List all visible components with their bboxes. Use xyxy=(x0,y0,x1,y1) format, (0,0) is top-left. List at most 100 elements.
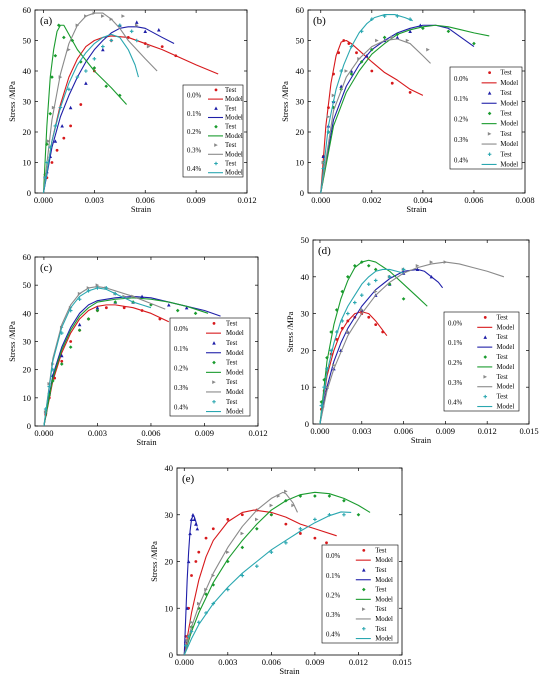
model-curve-0.4% xyxy=(320,14,413,193)
legend-model-label: Model xyxy=(497,384,515,391)
y-tick-label: 60 xyxy=(23,5,32,15)
test-point-0.0% xyxy=(332,72,335,76)
test-point-0.0% xyxy=(240,513,244,517)
legend-series-name: 0.3% xyxy=(448,380,462,387)
test-point-0.4% xyxy=(319,403,324,408)
test-point-0.1% xyxy=(185,606,189,610)
legend-test-label: Test xyxy=(226,320,237,327)
test-point-0.1% xyxy=(321,154,326,159)
legend-model-label: Model xyxy=(225,115,243,122)
legend-test-marker xyxy=(488,71,491,75)
test-point-0.3% xyxy=(284,489,288,494)
test-point-0.1% xyxy=(59,353,64,358)
test-point-0.2% xyxy=(56,23,61,28)
model-curve-0.1% xyxy=(42,26,175,193)
test-point-0.2% xyxy=(340,289,345,294)
test-point-0.4% xyxy=(101,44,105,49)
test-point-0.3% xyxy=(146,44,151,49)
test-point-0.0% xyxy=(197,550,201,554)
test-point-0.3% xyxy=(443,260,448,264)
plot-area xyxy=(320,14,490,193)
test-point-0.4% xyxy=(284,541,288,545)
test-point-0.2% xyxy=(349,72,354,76)
test-point-0.1% xyxy=(408,29,412,33)
test-point-0.4% xyxy=(359,293,364,297)
test-point-0.0% xyxy=(55,148,59,152)
test-point-0.4% xyxy=(75,75,80,79)
legend-model-label: Model xyxy=(375,557,393,564)
model-curve-0.3% xyxy=(43,286,166,426)
test-point-0.2% xyxy=(196,606,201,611)
legend-test-marker xyxy=(483,375,488,379)
test-point-0.0% xyxy=(194,560,198,563)
test-point-0.3% xyxy=(390,35,395,40)
test-point-0.4% xyxy=(67,87,71,92)
test-point-0.0% xyxy=(346,319,350,323)
test-point-0.4% xyxy=(322,385,326,389)
panel-label: (d) xyxy=(318,245,331,257)
legend-model-label: Model xyxy=(226,350,244,357)
test-point-0.2% xyxy=(68,345,73,349)
test-point-0.3% xyxy=(75,23,80,28)
y-tick-label: 10 xyxy=(23,158,32,168)
y-tick-label: 0 xyxy=(27,188,31,198)
test-point-0.3% xyxy=(373,289,378,294)
test-point-0.4% xyxy=(118,23,122,28)
plot-area xyxy=(183,489,371,655)
legend-model-label: Model xyxy=(226,389,244,396)
test-point-0.2% xyxy=(51,379,55,383)
y-tick-label: 60 xyxy=(23,252,32,262)
test-point-0.0% xyxy=(327,106,330,109)
legend-box xyxy=(182,84,244,178)
legend: 0.0% Test Model 0.1% Test Model 0.2% Test Model 0… xyxy=(321,544,399,644)
legend-series-name: 0.3% xyxy=(174,385,188,392)
x-tick-label: 0.003 xyxy=(218,657,237,667)
test-point-0.1% xyxy=(53,139,58,143)
test-point-0.4% xyxy=(346,311,350,316)
test-point-0.4% xyxy=(43,407,48,411)
x-tick-label: 0.006 xyxy=(394,426,413,436)
test-point-0.4% xyxy=(59,331,64,335)
test-point-0.4% xyxy=(401,267,406,272)
test-point-0.1% xyxy=(95,305,100,310)
test-point-0.1% xyxy=(140,294,144,299)
legend-test-label: Test xyxy=(500,110,511,117)
test-point-0.3% xyxy=(109,17,114,21)
legend-series-name: 0.4% xyxy=(174,405,188,412)
y-tick-label: 50 xyxy=(301,235,310,245)
y-axis-label: Stress /MPa xyxy=(285,311,295,352)
test-point-0.1% xyxy=(77,322,82,327)
test-point-0.2% xyxy=(77,328,82,333)
test-point-0.4% xyxy=(43,175,47,180)
test-point-0.4% xyxy=(269,550,274,554)
chart-panel-c: 0.000 0.003 0.006 0.009 0.012 0 10 20 30 40 50 60 St… xyxy=(7,252,268,447)
test-point-0.2% xyxy=(118,93,122,98)
test-point-0.2% xyxy=(45,142,49,146)
test-point-0.2% xyxy=(226,559,230,564)
model-curve-0.4% xyxy=(183,511,352,655)
legend-test-marker xyxy=(214,88,218,92)
test-point-0.2% xyxy=(298,494,303,498)
test-point-0.0% xyxy=(367,315,371,319)
test-point-0.1% xyxy=(191,512,195,517)
legend-series-name: 0.0% xyxy=(187,92,201,99)
test-point-0.2% xyxy=(359,60,364,64)
test-point-0.4% xyxy=(255,564,259,568)
x-tick-label: 0.015 xyxy=(392,657,411,667)
test-point-0.0% xyxy=(340,326,344,330)
test-point-0.2% xyxy=(356,512,361,517)
y-tick-label: 60 xyxy=(296,5,305,15)
y-tick-label: 20 xyxy=(165,557,174,567)
test-point-0.4% xyxy=(45,160,49,165)
legend-test-marker xyxy=(212,399,216,404)
test-point-0.3% xyxy=(204,587,208,592)
test-point-0.2% xyxy=(269,512,274,517)
test-point-0.4% xyxy=(331,99,336,104)
test-point-0.3% xyxy=(426,47,430,52)
model-curve-0.1% xyxy=(319,268,444,424)
test-point-0.4% xyxy=(196,620,201,625)
test-point-0.0% xyxy=(69,340,73,343)
test-point-0.2% xyxy=(113,300,118,304)
legend-model-label: Model xyxy=(225,96,243,103)
test-point-0.3% xyxy=(429,260,434,264)
